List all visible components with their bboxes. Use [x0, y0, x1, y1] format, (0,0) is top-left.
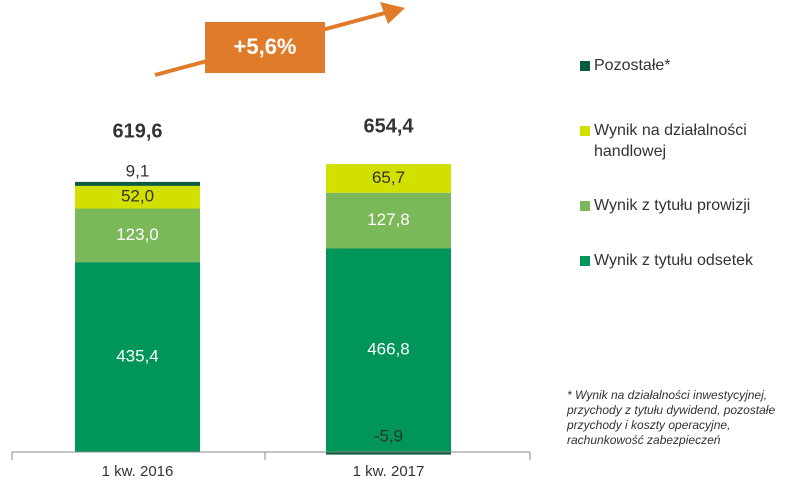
data-label: 466,8	[367, 340, 410, 359]
x-tick-label: 1 kw. 2016	[102, 463, 174, 480]
data-label: 65,7	[372, 168, 405, 187]
data-label: 52,0	[121, 187, 154, 206]
footnote: * Wynik na działalności inwestycyjnej, p…	[567, 388, 776, 447]
data-label: 435,4	[116, 347, 159, 366]
bar-segment	[326, 192, 451, 249]
bar-segment	[326, 248, 451, 452]
legend-label: Wynik na działalności handlowej	[594, 122, 747, 160]
legend-swatch	[580, 61, 590, 71]
legend-item: Pozostałe*	[580, 55, 805, 76]
bar-segment	[75, 262, 200, 452]
legend-label: Pozostałe*	[594, 57, 671, 74]
legend-swatch	[580, 126, 590, 136]
legend-label: Wynik z tytułu odsetek	[594, 252, 754, 269]
data-label: 9,1	[126, 161, 150, 180]
total-label: 654,4	[363, 115, 414, 137]
annotation-box	[205, 22, 325, 73]
bar-segment	[326, 164, 451, 193]
total-label: 619,6	[112, 120, 162, 142]
bar-segment	[75, 185, 200, 209]
bar-segment	[75, 181, 200, 186]
bar-segment	[75, 208, 200, 263]
legend-label: Wynik z tytułu prowizji	[594, 197, 751, 214]
data-label: 127,8	[367, 210, 410, 229]
legend-item: Wynik z tytułu prowizji	[580, 195, 805, 216]
legend-item: Wynik na działalności handlowej	[580, 120, 805, 162]
bar-segment	[326, 452, 451, 455]
arrow-head	[380, 2, 405, 24]
x-tick-label: 1 kw. 2017	[353, 463, 425, 480]
legend-swatch	[580, 201, 590, 211]
legend-item: Wynik z tytułu odsetek	[580, 250, 805, 271]
data-label: -5,9	[374, 426, 403, 445]
data-label: 123,0	[116, 225, 159, 244]
annotation: +5,6%	[234, 34, 297, 59]
legend-swatch	[580, 256, 590, 266]
